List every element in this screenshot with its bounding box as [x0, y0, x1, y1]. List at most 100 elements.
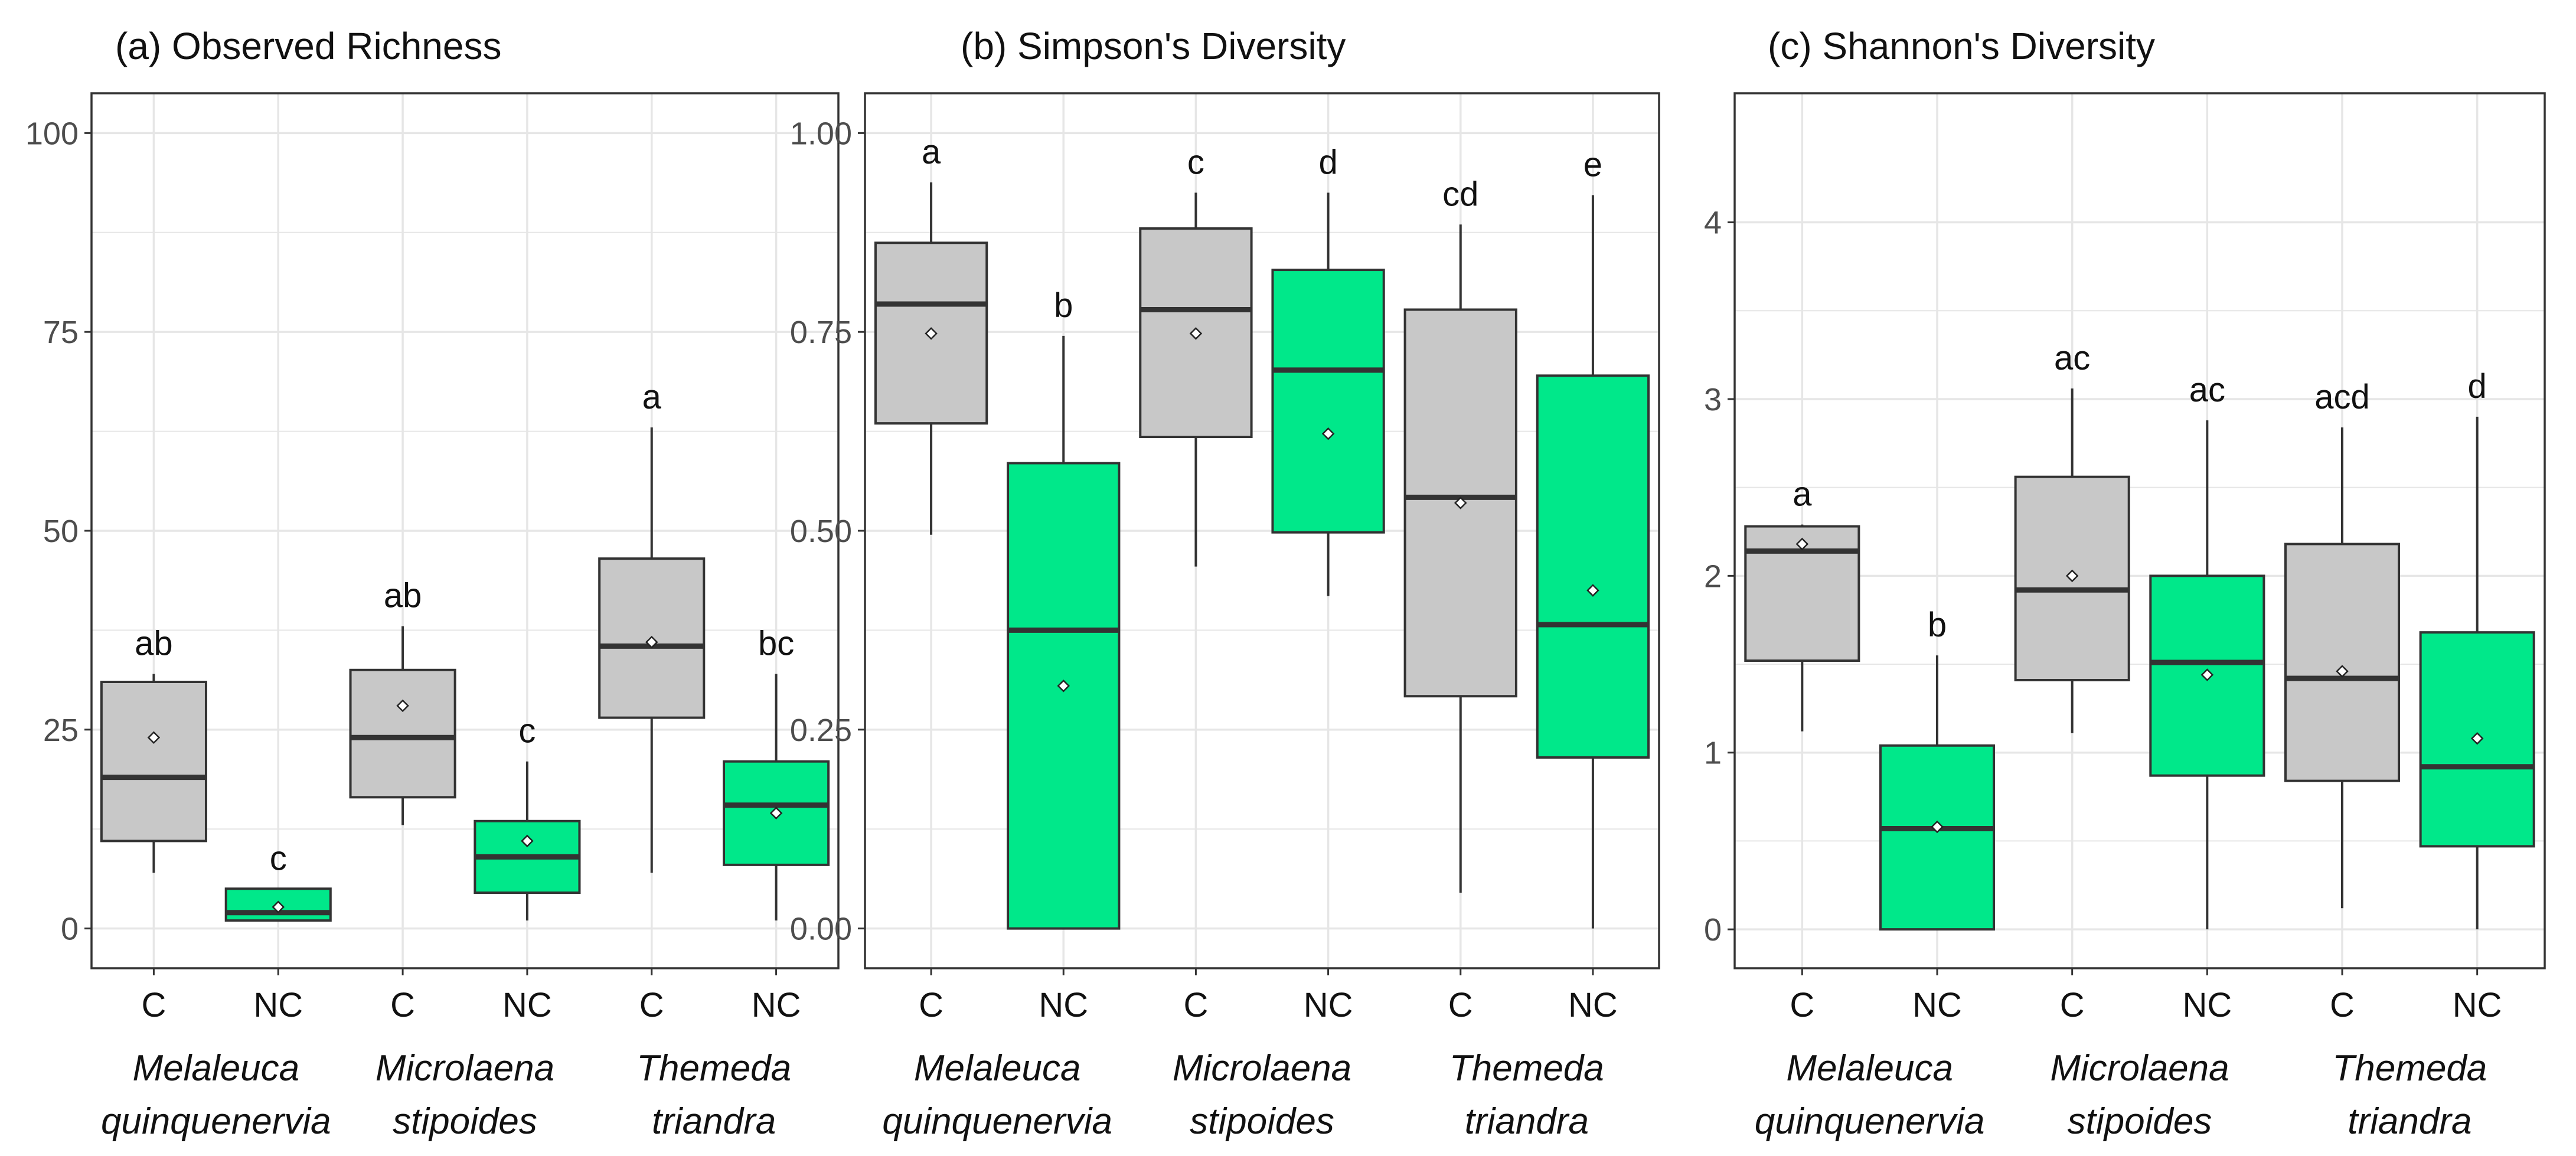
- x-tick-label: C: [1448, 986, 1473, 1024]
- y-tick-label: 1.00: [790, 116, 852, 151]
- significance-letter: a: [922, 133, 941, 171]
- box-iqr: [2284, 543, 2401, 782]
- group-label: stipoides: [1190, 1101, 1334, 1142]
- significance-letter: d: [1318, 143, 1337, 181]
- x-tick-label: NC: [1304, 986, 1353, 1024]
- significance-letter: c: [270, 839, 287, 877]
- significance-letter: e: [1584, 145, 1602, 184]
- significance-letter: a: [642, 378, 662, 416]
- x-tick-label: NC: [2182, 986, 2232, 1024]
- y-tick-label: 75: [43, 315, 79, 350]
- group-label: Microlaena: [2050, 1048, 2229, 1089]
- mean-marker: [272, 900, 285, 914]
- significance-letter: ab: [384, 577, 422, 615]
- group-label: triandra: [2348, 1101, 2471, 1142]
- mean-marker: [1057, 679, 1070, 693]
- mean-marker: [2200, 668, 2214, 681]
- mean-marker: [1795, 537, 1809, 551]
- significance-letter: ab: [135, 625, 173, 663]
- group-label: Microlaena: [1173, 1048, 1351, 1089]
- x-tick-label: NC: [1912, 986, 1962, 1024]
- y-tick-label: 100: [25, 116, 79, 151]
- x-tick-label: NC: [1039, 986, 1088, 1024]
- mean-marker: [925, 327, 938, 340]
- significance-letter: bc: [758, 625, 794, 663]
- x-tick-label: NC: [253, 986, 303, 1024]
- y-tick-label: 0.75: [790, 315, 852, 350]
- significance-letter: cd: [1442, 175, 1478, 213]
- panel-simpsons-diversity: (b) Simpson's Diversity 0.00 0.25 0.50 0.75 1…: [790, 25, 1660, 1142]
- significance-letter: b: [1928, 606, 1947, 644]
- group-label: stipoides: [393, 1101, 537, 1142]
- y-tick-label: 3: [1704, 382, 1722, 417]
- mean-marker: [2470, 732, 2484, 745]
- mean-marker: [1931, 820, 1944, 834]
- panel-border: [864, 92, 1660, 969]
- mean-marker: [147, 731, 161, 744]
- box-iqr: [349, 668, 456, 799]
- x-tick-label: C: [919, 986, 943, 1024]
- mean-marker: [1586, 584, 1599, 597]
- box-iqr: [100, 680, 207, 842]
- significance-letter: c: [1187, 143, 1204, 181]
- box-iqr: [1536, 374, 1650, 759]
- significance-letter: d: [2468, 367, 2487, 406]
- significance-letter: b: [1054, 286, 1073, 325]
- group-label: Themeda: [636, 1048, 791, 1089]
- mean-marker: [396, 699, 409, 713]
- group-label: Themeda: [1449, 1048, 1604, 1089]
- mean-marker: [1189, 327, 1203, 340]
- significance-letter: ac: [2054, 339, 2090, 377]
- x-tick-label: C: [1183, 986, 1208, 1024]
- significance-letter: ac: [2189, 371, 2225, 409]
- y-tick-label: 50: [43, 514, 79, 549]
- y-tick-label: 0.25: [790, 713, 852, 748]
- group-label: quinquenervia: [101, 1101, 331, 1142]
- mean-marker: [1454, 497, 1467, 510]
- panel-border: [90, 92, 840, 969]
- box-iqr: [1879, 744, 1996, 931]
- mean-marker: [1321, 427, 1335, 440]
- x-tick-label: C: [2330, 986, 2355, 1024]
- y-tick-label: 2: [1704, 559, 1722, 594]
- mean-marker: [769, 806, 783, 820]
- box-iqr: [1007, 462, 1121, 930]
- y-tick-label: 4: [1704, 205, 1722, 241]
- significance-letter: c: [518, 712, 536, 750]
- group-label: stipoides: [2068, 1101, 2212, 1142]
- group-label: Themeda: [2332, 1048, 2487, 1089]
- significance-letter: a: [1793, 475, 1812, 514]
- group-label: Microlaena: [376, 1048, 554, 1089]
- x-tick-label: NC: [502, 986, 552, 1024]
- x-tick-label: NC: [752, 986, 801, 1024]
- panel-title: (c) Shannon's Diversity: [1768, 25, 2155, 67]
- panel-shannons-diversity: (c) Shannon's Diversity 0 1 2 3 4 a Cb NC ac Cac NC…: [1704, 25, 2546, 1142]
- y-tick-label: 0: [61, 912, 79, 947]
- y-tick-label: 0: [1704, 912, 1722, 948]
- y-tick-label: 25: [43, 713, 79, 748]
- x-tick-label: C: [2060, 986, 2085, 1024]
- y-tick-label: 0.50: [790, 514, 852, 549]
- x-tick-label: NC: [2453, 986, 2502, 1024]
- panel-title: (a) Observed Richness: [115, 25, 501, 67]
- box-iqr: [1271, 269, 1385, 534]
- panel-title: (b) Simpson's Diversity: [961, 25, 1346, 67]
- x-tick-label: C: [390, 986, 415, 1024]
- x-tick-label: C: [639, 986, 664, 1024]
- mean-marker: [645, 635, 658, 649]
- mean-marker: [2336, 665, 2349, 678]
- group-label: Melaleuca: [133, 1048, 300, 1089]
- panel-observed-richness: (a) Observed Richness 0 25 50 75 100 ab Cc NC ab C…: [25, 25, 840, 1142]
- y-tick-label: 1: [1704, 736, 1722, 771]
- panel-border: [1733, 92, 2546, 969]
- group-label: quinquenervia: [1755, 1101, 1985, 1142]
- mean-marker: [2065, 569, 2079, 583]
- significance-letter: acd: [2314, 378, 2370, 416]
- x-tick-label: C: [1790, 986, 1814, 1024]
- group-label: quinquenervia: [882, 1101, 1112, 1142]
- group-label: triandra: [1465, 1101, 1589, 1142]
- y-tick-label: 0.00: [790, 912, 852, 947]
- mean-marker: [521, 834, 534, 848]
- group-label: triandra: [652, 1101, 776, 1142]
